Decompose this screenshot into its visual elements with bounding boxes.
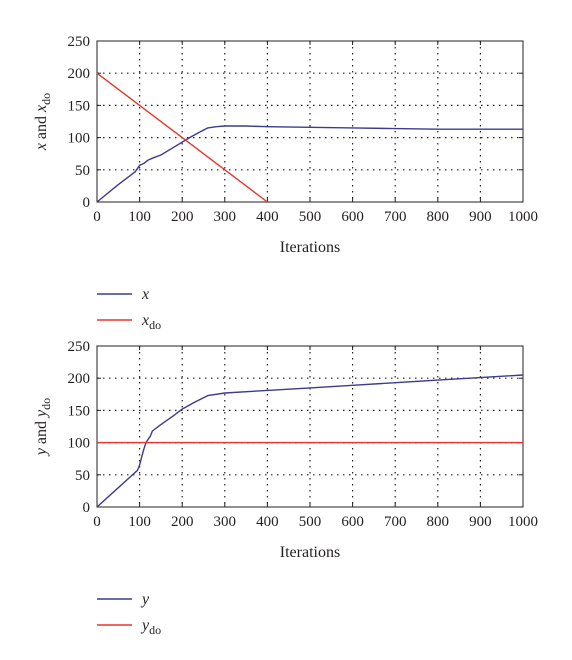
x-tick-label: 800 (427, 514, 450, 530)
x-tick-label: 100 (128, 209, 151, 225)
y-axis-label: x and xdo (33, 93, 53, 151)
y-label-mid: and (33, 112, 50, 143)
y-tick-label: 250 (68, 339, 91, 355)
x-tick-label: 300 (214, 514, 237, 530)
x-tick-label: 1000 (508, 209, 538, 225)
series-line-x-do (96, 72, 268, 203)
y-tick-label: 0 (83, 500, 91, 516)
series-line-y (96, 374, 524, 508)
x-tick-label: 1000 (508, 514, 538, 530)
y-label-base: y (33, 409, 50, 419)
y-tick-label: 100 (68, 131, 91, 147)
x-tick-label: 200 (171, 209, 194, 225)
x-tick-label: 400 (256, 209, 279, 225)
legend-label-base: x (141, 312, 149, 329)
x-tick-label: 700 (384, 514, 407, 530)
x-axis-label: Iterations (280, 239, 340, 256)
y-label-base: x (33, 105, 50, 113)
legend-label-y: y (140, 591, 150, 608)
y-label-var: x (33, 143, 50, 151)
x-tick-label: 500 (299, 209, 322, 225)
y-tick-label: 50 (75, 163, 90, 179)
legend-label-base: x (141, 286, 149, 303)
x-tick-label: 600 (341, 209, 364, 225)
x-tick-label: 900 (469, 514, 492, 530)
x-tick-label: 400 (256, 514, 279, 530)
chart-panel-1: 0 100 200 300 400 500 600 700 800 900 1000 0 50 100 15… (33, 34, 538, 332)
y-label-sub: do (39, 93, 53, 105)
y-label-var: y (33, 447, 50, 457)
series-line-x (96, 125, 523, 203)
legend-label-x-do: xdo (141, 312, 161, 332)
x-tick-label: 800 (427, 209, 450, 225)
y-tick-label: 250 (68, 34, 91, 50)
legend-label-base: y (140, 591, 150, 608)
y-tick-label: 200 (68, 66, 91, 82)
y-tick-label: 0 (83, 195, 91, 211)
legend-label-sub: do (149, 318, 161, 332)
legend-label-sub: do (149, 623, 161, 637)
x-tick-label: 100 (128, 514, 151, 530)
y-tick-label: 150 (68, 98, 91, 114)
x-axis-label: Iterations (280, 544, 340, 561)
y-label-sub: do (39, 398, 53, 410)
x-tick-label: 0 (93, 514, 101, 530)
y-tick-label: 50 (75, 468, 90, 484)
chart-panel-2: 0 100 200 300 400 500 600 700 800 900 1000 0 50 100 15… (33, 339, 538, 637)
x-tick-label: 0 (93, 209, 101, 225)
y-tick-label: 200 (68, 371, 91, 387)
y-label-mid: and (33, 417, 50, 448)
y-tick-label: 150 (68, 403, 91, 419)
x-tick-label: 700 (384, 209, 407, 225)
legend-label-x: x (141, 286, 149, 303)
x-tick-label: 900 (469, 209, 492, 225)
x-tick-label: 500 (299, 514, 322, 530)
x-tick-label: 300 (214, 209, 237, 225)
y-axis-label: y and ydo (33, 398, 53, 457)
x-tick-label: 200 (171, 514, 194, 530)
y-tick-label: 100 (68, 436, 91, 452)
legend-label-y-do: ydo (140, 617, 161, 637)
legend-label-base: y (140, 617, 150, 634)
x-tick-label: 600 (341, 514, 364, 530)
